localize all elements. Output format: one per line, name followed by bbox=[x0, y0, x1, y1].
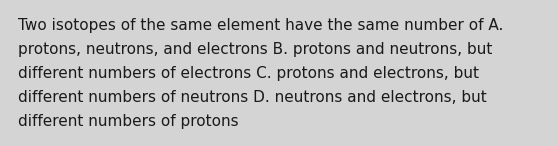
Text: Two isotopes of the same element have the same number of A.: Two isotopes of the same element have th… bbox=[18, 18, 503, 33]
Text: protons, neutrons, and electrons B. protons and neutrons, but: protons, neutrons, and electrons B. prot… bbox=[18, 42, 492, 57]
Text: different numbers of protons: different numbers of protons bbox=[18, 114, 239, 129]
Text: different numbers of neutrons D. neutrons and electrons, but: different numbers of neutrons D. neutron… bbox=[18, 90, 487, 105]
Text: different numbers of electrons C. protons and electrons, but: different numbers of electrons C. proton… bbox=[18, 66, 479, 81]
